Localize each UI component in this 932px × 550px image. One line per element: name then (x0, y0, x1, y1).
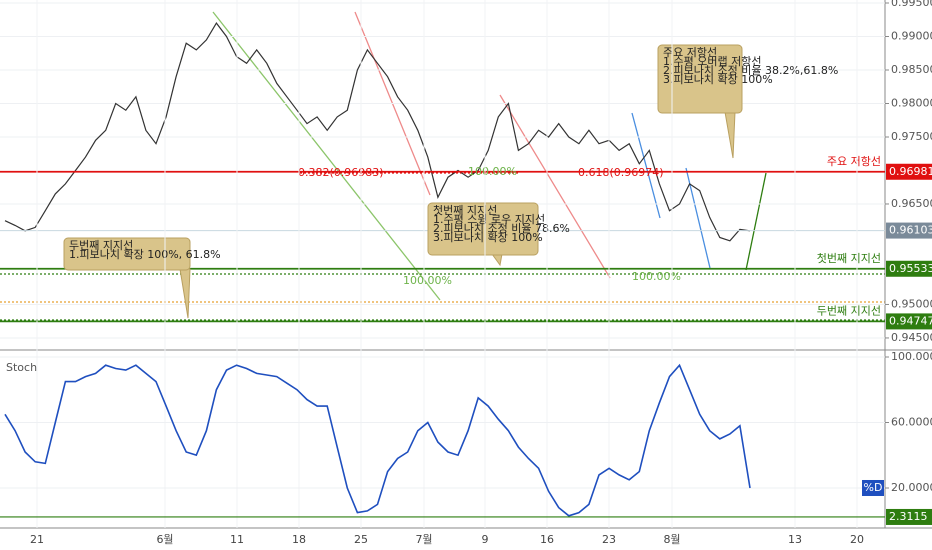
x-tick-label: 6월 (156, 533, 173, 546)
x-tick-label: 13 (788, 533, 802, 546)
level-name: 첫번째 지지선 (817, 252, 881, 265)
note-text: 2.피보나치 조정 비율 78.6% (433, 222, 570, 235)
fib-label: 0.618(0.96974) (578, 166, 664, 179)
price-label: 0.95533 (889, 262, 932, 275)
y-tick-label: 0.99000 (891, 30, 932, 43)
note-text: 1.수평 스윙 로우 지지선 (433, 213, 545, 226)
price-label: 0.96981 (889, 165, 932, 178)
y-tick-label: 0.99500 (891, 0, 932, 9)
panel-title: Stoch (6, 361, 37, 374)
note-text: 주요 저항선 (663, 46, 717, 59)
x-tick-label: 8월 (663, 533, 680, 546)
price-label: 0.96103 (889, 224, 932, 237)
arrow (745, 172, 767, 271)
x-tick-label: 23 (602, 533, 616, 546)
note-box (427, 202, 539, 256)
level-name: 두번째 지지선 (817, 304, 881, 317)
arrow (212, 11, 441, 301)
level-name: 주요 저항선 (827, 155, 881, 168)
series-label: %D (864, 481, 883, 494)
y-tick-label: 0.95000 (891, 297, 932, 310)
price-label-box (886, 222, 932, 239)
data-line (4, 363, 751, 517)
y-tick-label: 0.96500 (891, 197, 932, 210)
y-tick-label: 20.0000 (891, 481, 932, 494)
x-tick-label: 21 (30, 533, 44, 546)
x-tick-label: 11 (230, 533, 244, 546)
note-text: 두번째 지지선 (69, 239, 133, 252)
fib-label: 100.00% (468, 165, 517, 178)
note-text: 3.피보나치 확장 100% (663, 73, 773, 86)
y-tick-label: 60.0000 (891, 415, 932, 428)
note-text: 3.피보나치 확장 100% (433, 231, 543, 244)
note-text: 첫번째 지지선 (433, 204, 497, 217)
y-tick-label: 0.98000 (891, 96, 932, 109)
arrows (0, 11, 885, 321)
y-tick-label: 100.0000 (891, 350, 932, 363)
fib-label: 0.382(0.96983) (298, 166, 384, 179)
note-box (63, 237, 191, 271)
y-tick-label: 0.98500 (891, 63, 932, 76)
x-tick-label: 7월 (415, 533, 432, 546)
series-label-box (862, 479, 884, 496)
price-label: 0.94747 (889, 314, 932, 327)
arrow (499, 94, 611, 279)
x-tick-label: 9 (482, 533, 489, 546)
price-label-box (886, 313, 932, 330)
price-label-box (886, 260, 932, 277)
x-tick-label: 18 (292, 533, 306, 546)
x-tick-label: 16 (540, 533, 554, 546)
note-text: 1.피보나치 확장 100%, 61.8% (69, 248, 221, 261)
x-tick-label: 20 (850, 533, 864, 546)
note-text: 1.수평 오버랩 저항선 (663, 55, 761, 68)
y-tick-label: 0.94500 (891, 331, 932, 344)
y-tick-label: 0.97500 (891, 130, 932, 143)
data-line (4, 22, 751, 242)
fib-label: 100.00% (632, 270, 681, 283)
note-box (657, 44, 743, 114)
price-label-box (886, 508, 932, 525)
x-tick-label: 25 (354, 533, 368, 546)
price-label: 2.3115 (889, 510, 928, 523)
fib-label: 100.00% (403, 274, 452, 287)
price-label-box (886, 163, 932, 180)
arrow (631, 112, 661, 219)
